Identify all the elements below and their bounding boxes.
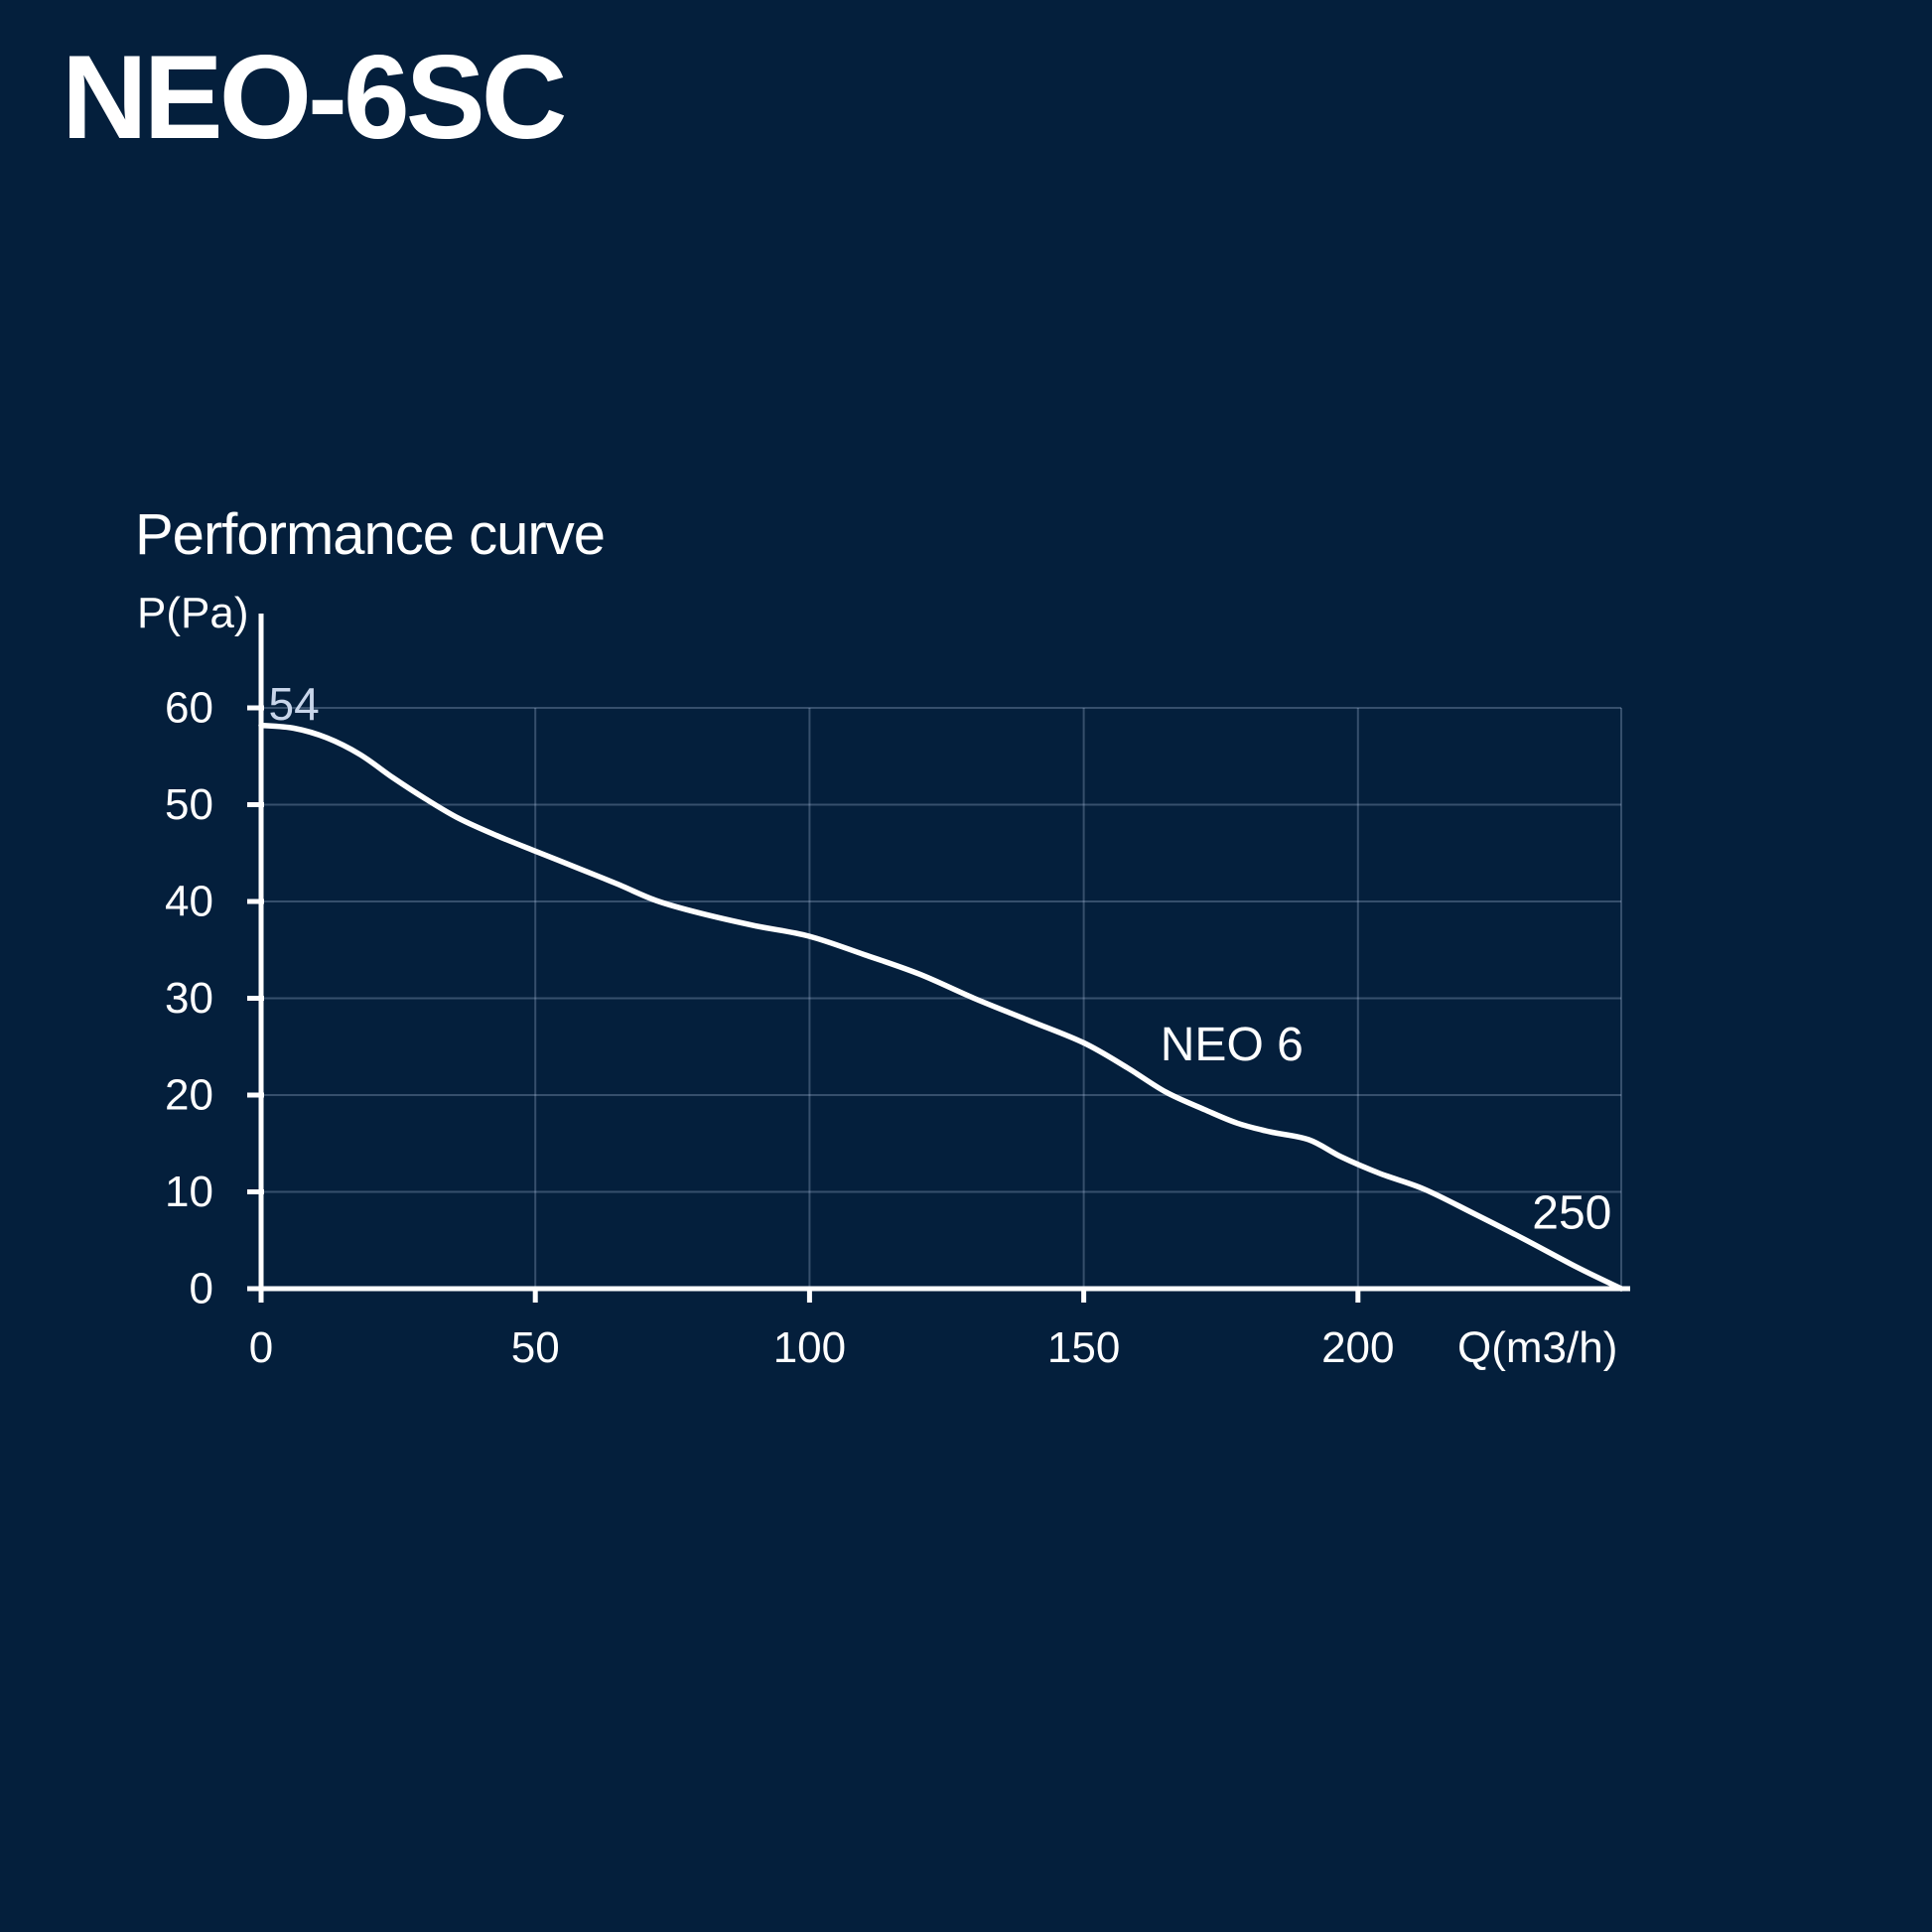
x-tick-label: 50 [511, 1323, 560, 1372]
y-tick-label: 60 [165, 684, 213, 733]
y-tick-label: 50 [165, 780, 213, 829]
chart-title: Performance curve [135, 502, 606, 567]
performance-curve [258, 722, 1624, 1292]
y-tick-label: 0 [190, 1265, 213, 1313]
series-label-annotation: NEO 6 [1161, 1019, 1304, 1071]
curve-end-value-annotation: 250 [1532, 1187, 1611, 1240]
y-tick-label: 20 [165, 1071, 213, 1120]
y-tick-label: 10 [165, 1168, 213, 1216]
y-tick-label: 30 [165, 974, 213, 1023]
x-tick-label: 200 [1321, 1323, 1394, 1372]
x-tick-label: 0 [249, 1323, 273, 1372]
y-axis-title: P(Pa) [137, 589, 248, 637]
y-tick-label: 40 [165, 878, 213, 926]
x-tick-label: 150 [1047, 1323, 1120, 1372]
product-title: NEO-6SC [62, 31, 567, 164]
x-axis-title: Q(m3/h) [1457, 1323, 1617, 1372]
x-tick-label: 100 [773, 1323, 846, 1372]
curve-start-value-annotation: 54 [269, 678, 320, 730]
